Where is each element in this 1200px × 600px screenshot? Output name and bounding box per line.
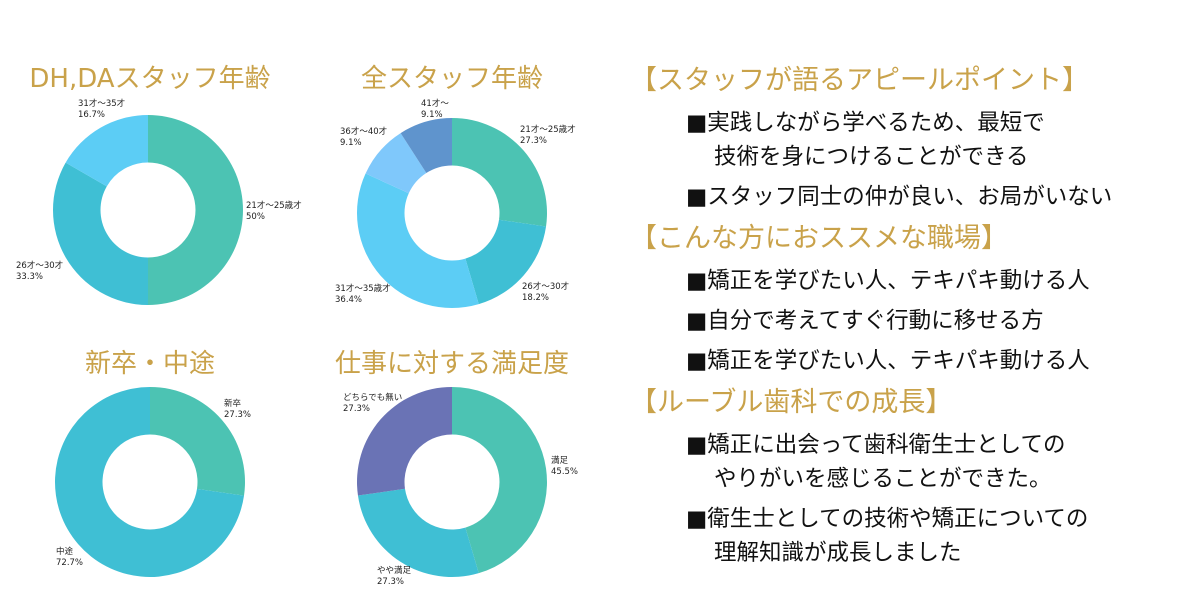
bullet-item: ■自分で考えてすぐ行動に移せる方 [686,304,1195,338]
chart-title-job-satisfaction: 仕事に対する満足度 [334,349,570,379]
slice-percent-label: 50% [246,212,265,222]
bullet-item: ■矯正を学びたい人、テキパキ動ける人 [686,264,1195,298]
bullet-item: ■実践しながら学べるため、最短で 技術を身につけることができる [686,106,1195,174]
chart-title-all-staff-age: 全スタッフ年齢 [360,64,544,94]
bullet-text-continued: 理解知識が成長しました [714,540,962,566]
donut-slice [65,115,148,187]
slice-label: 26才～30才 [16,260,63,271]
slice-percent-label: 27.3% [377,577,404,587]
bullet-item: ■スタッフ同士の仲が良い、お局がいない [686,180,1195,214]
chart-title-dhda-age: DH,DAスタッフ年齢 [29,64,271,94]
slice-label: 新卒 [224,398,242,409]
donut-slice [55,387,245,578]
slice-label: 41才～ [421,98,449,109]
bullet-item: ■矯正を学びたい人、テキパキ動ける人 [686,344,1195,378]
slice-percent-label: 27.3% [520,136,547,146]
section-growth: 【ルーブル歯科での成長】 ■矯正に出会って歯科衛生士としての やりがいを感じるこ… [630,384,1195,570]
slice-label: どちらでも無い [343,392,402,403]
slice-label: 21才～25歳才 [246,200,302,211]
bullet-text: ■矯正に出会って歯科衛生士としての [686,432,1066,458]
slice-label: 31才～35才 [78,98,125,109]
section-heading: 【スタッフが語るアピールポイント】 [630,65,1089,96]
bullet-text-continued: やりがいを感じることができた。 [714,466,1052,492]
donut-slice [365,133,427,194]
section-heading: 【こんな方におススメな職場】 [630,223,1008,254]
bullet-text: ■スタッフ同士の仲が良い、お局がいない [686,184,1113,210]
bullet-text: ■衛生士としての技術や矯正についての [686,506,1089,532]
bullet-text: ■矯正を学びたい人、テキパキ動ける人 [686,348,1090,374]
chart-title-new-vs-mid-career: 新卒・中途 [84,349,216,379]
slice-percent-label: 18.2% [522,293,549,303]
donut-slice [465,219,547,305]
section-heading: 【ルーブル歯科での成長】 [630,387,953,418]
donut-slice [52,162,149,305]
slice-percent-label: 45.5% [551,467,578,477]
slice-percent-label: 36.4% [335,295,362,305]
bullet-text: ■矯正を学びたい人、テキパキ動ける人 [686,268,1090,294]
slice-label: 21才～25歳才 [520,124,576,135]
bullet-item: ■衛生士としての技術や矯正についての 理解知識が成長しました [686,502,1195,570]
section-recommended-for: 【こんな方におススメな職場】 ■矯正を学びたい人、テキパキ動ける人 ■自分で考え… [630,220,1195,378]
donut-slice [452,387,548,574]
bullet-text-continued: 技術を身につけることができる [714,144,1029,170]
donut-slice [357,488,479,578]
slice-label: 満足 [551,456,569,466]
donut-slice [452,118,547,227]
slice-percent-label: 9.1% [421,110,443,120]
section-appeal-points: 【スタッフが語るアピールポイント】 ■実践しながら学べるため、最短で 技術を身に… [630,62,1195,214]
slice-label: やや満足 [377,566,412,576]
appeal-text-panel: 【スタッフが語るアピールポイント】 ■実践しながら学べるため、最短で 技術を身に… [630,62,1195,576]
bullet-text: ■実践しながら学べるため、最短で [686,110,1045,136]
slice-percent-label: 33.3% [16,272,43,282]
donut-slice [357,173,479,309]
donut-slice [150,387,245,496]
slice-label: 36才～40才 [340,126,387,137]
slice-label: 中途 [56,546,74,557]
slice-label: 31才～35歳才 [335,283,391,294]
slice-percent-label: 27.3% [224,410,251,420]
bullet-text: ■自分で考えてすぐ行動に移せる方 [686,308,1044,334]
slice-label: 26才～30才 [522,281,569,292]
donut-slice [357,387,452,496]
bullet-item: ■矯正に出会って歯科衛生士としての やりがいを感じることができた。 [686,428,1195,496]
slice-percent-label: 16.7% [78,110,105,120]
slice-percent-label: 72.7% [56,558,83,568]
donut-slice [400,118,452,174]
slice-percent-label: 27.3% [343,404,370,414]
donut-slice [148,115,243,305]
slice-percent-label: 9.1% [340,138,362,148]
